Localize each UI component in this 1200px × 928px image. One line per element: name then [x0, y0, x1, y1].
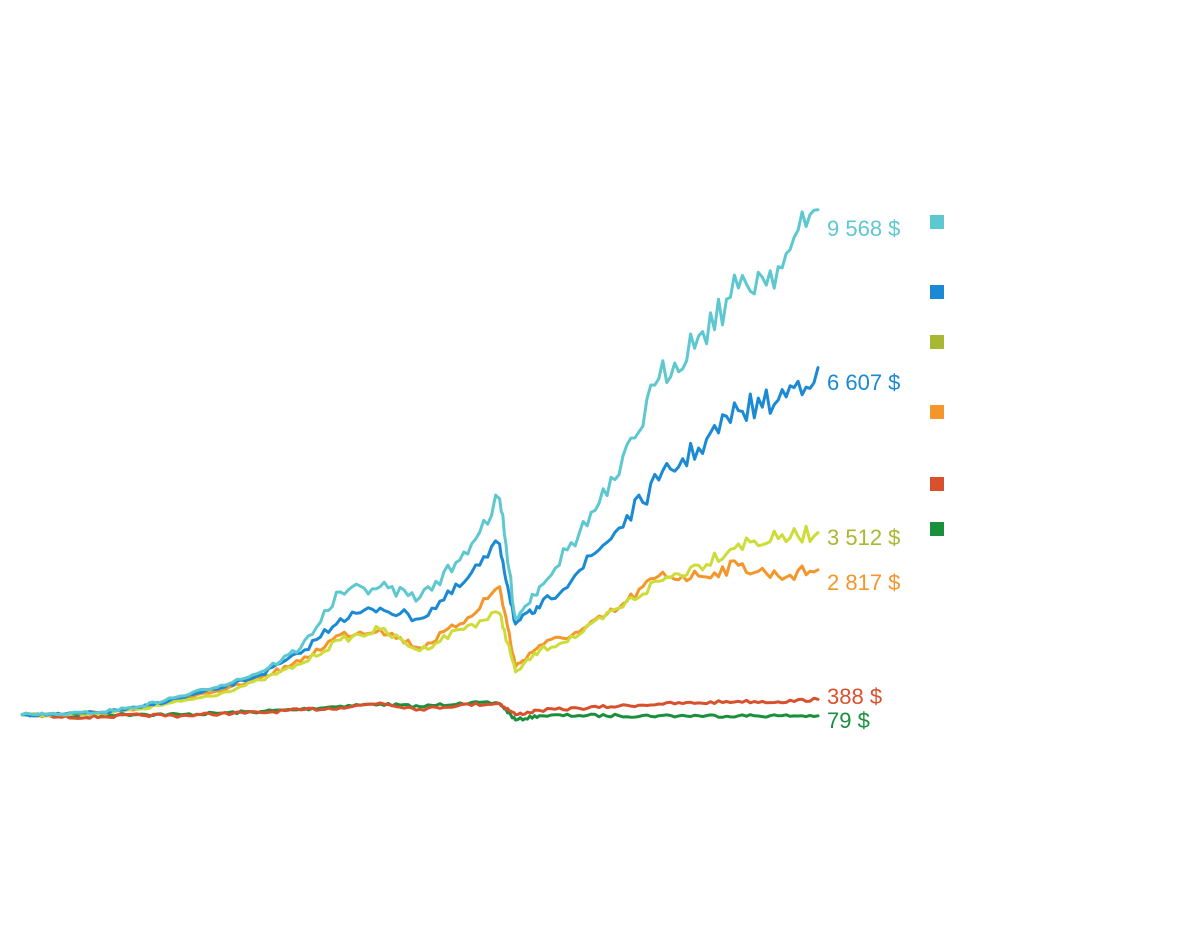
end-label-5: 388 $: [827, 684, 882, 709]
series-line-4: [20, 559, 820, 718]
series-lines: [20, 208, 820, 722]
legend-swatch-4: [930, 405, 944, 419]
legend-swatch-3: [930, 335, 944, 349]
series-line-5: [20, 696, 820, 720]
end-label-6: 79 $: [827, 708, 870, 733]
end-value-labels: 9 568 $ 6 607 $ 3 512 $ 2 817 $ 388 $79 $: [827, 216, 900, 733]
end-label-4: 2 817 $: [827, 570, 900, 595]
legend-swatch-6: [930, 522, 944, 536]
legend-swatch-5: [930, 477, 944, 491]
end-label-3: 3 512 $: [827, 525, 900, 550]
legend: [930, 215, 944, 536]
series-line-2: [20, 366, 820, 718]
legend-swatch-1: [930, 215, 944, 229]
series-line-6: [20, 700, 820, 722]
series-line-3: [20, 524, 820, 718]
series-line-1: [20, 208, 820, 717]
legend-swatch-2: [930, 285, 944, 299]
end-label-1: 9 568 $: [827, 216, 900, 241]
end-label-2: 6 607 $: [827, 370, 900, 395]
